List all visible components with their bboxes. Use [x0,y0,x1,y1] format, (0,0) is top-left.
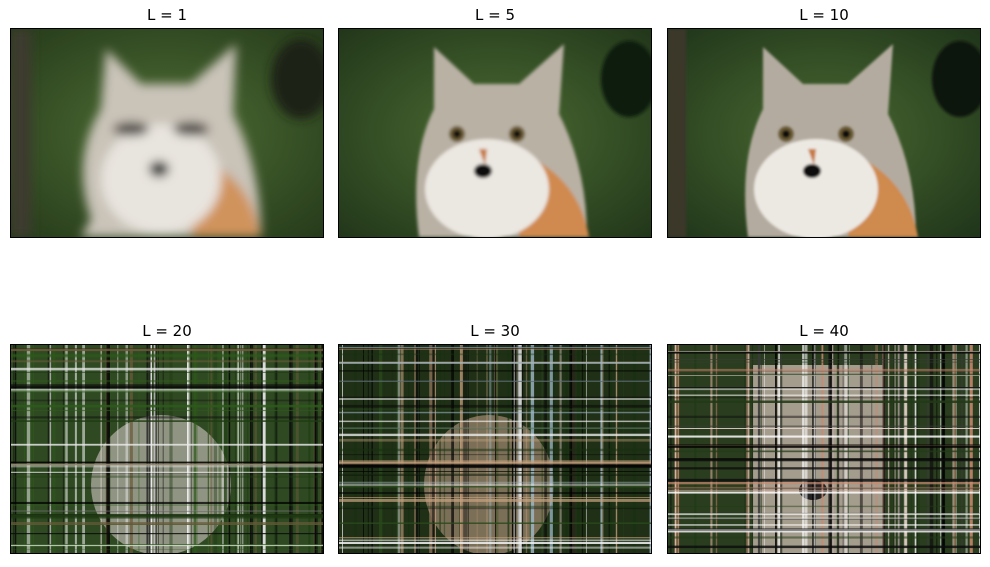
image-frame [10,344,324,554]
noise-image [668,345,980,553]
fox-image-blurred [11,29,323,237]
panel-title: L = 40 [799,322,849,340]
panel-title: L = 1 [146,6,187,24]
panel-title: L = 30 [470,322,520,340]
panel-title: L = 20 [142,322,192,340]
image-frame [667,28,981,238]
image-frame [667,344,981,554]
image-frame [338,344,652,554]
fox-image [339,29,651,237]
fox-image [668,29,980,237]
image-frame [338,28,652,238]
panel-title: L = 5 [474,6,515,24]
noise-image [11,345,323,553]
image-frame [10,28,324,238]
noise-image [339,345,651,553]
panel-title: L = 10 [799,6,849,24]
